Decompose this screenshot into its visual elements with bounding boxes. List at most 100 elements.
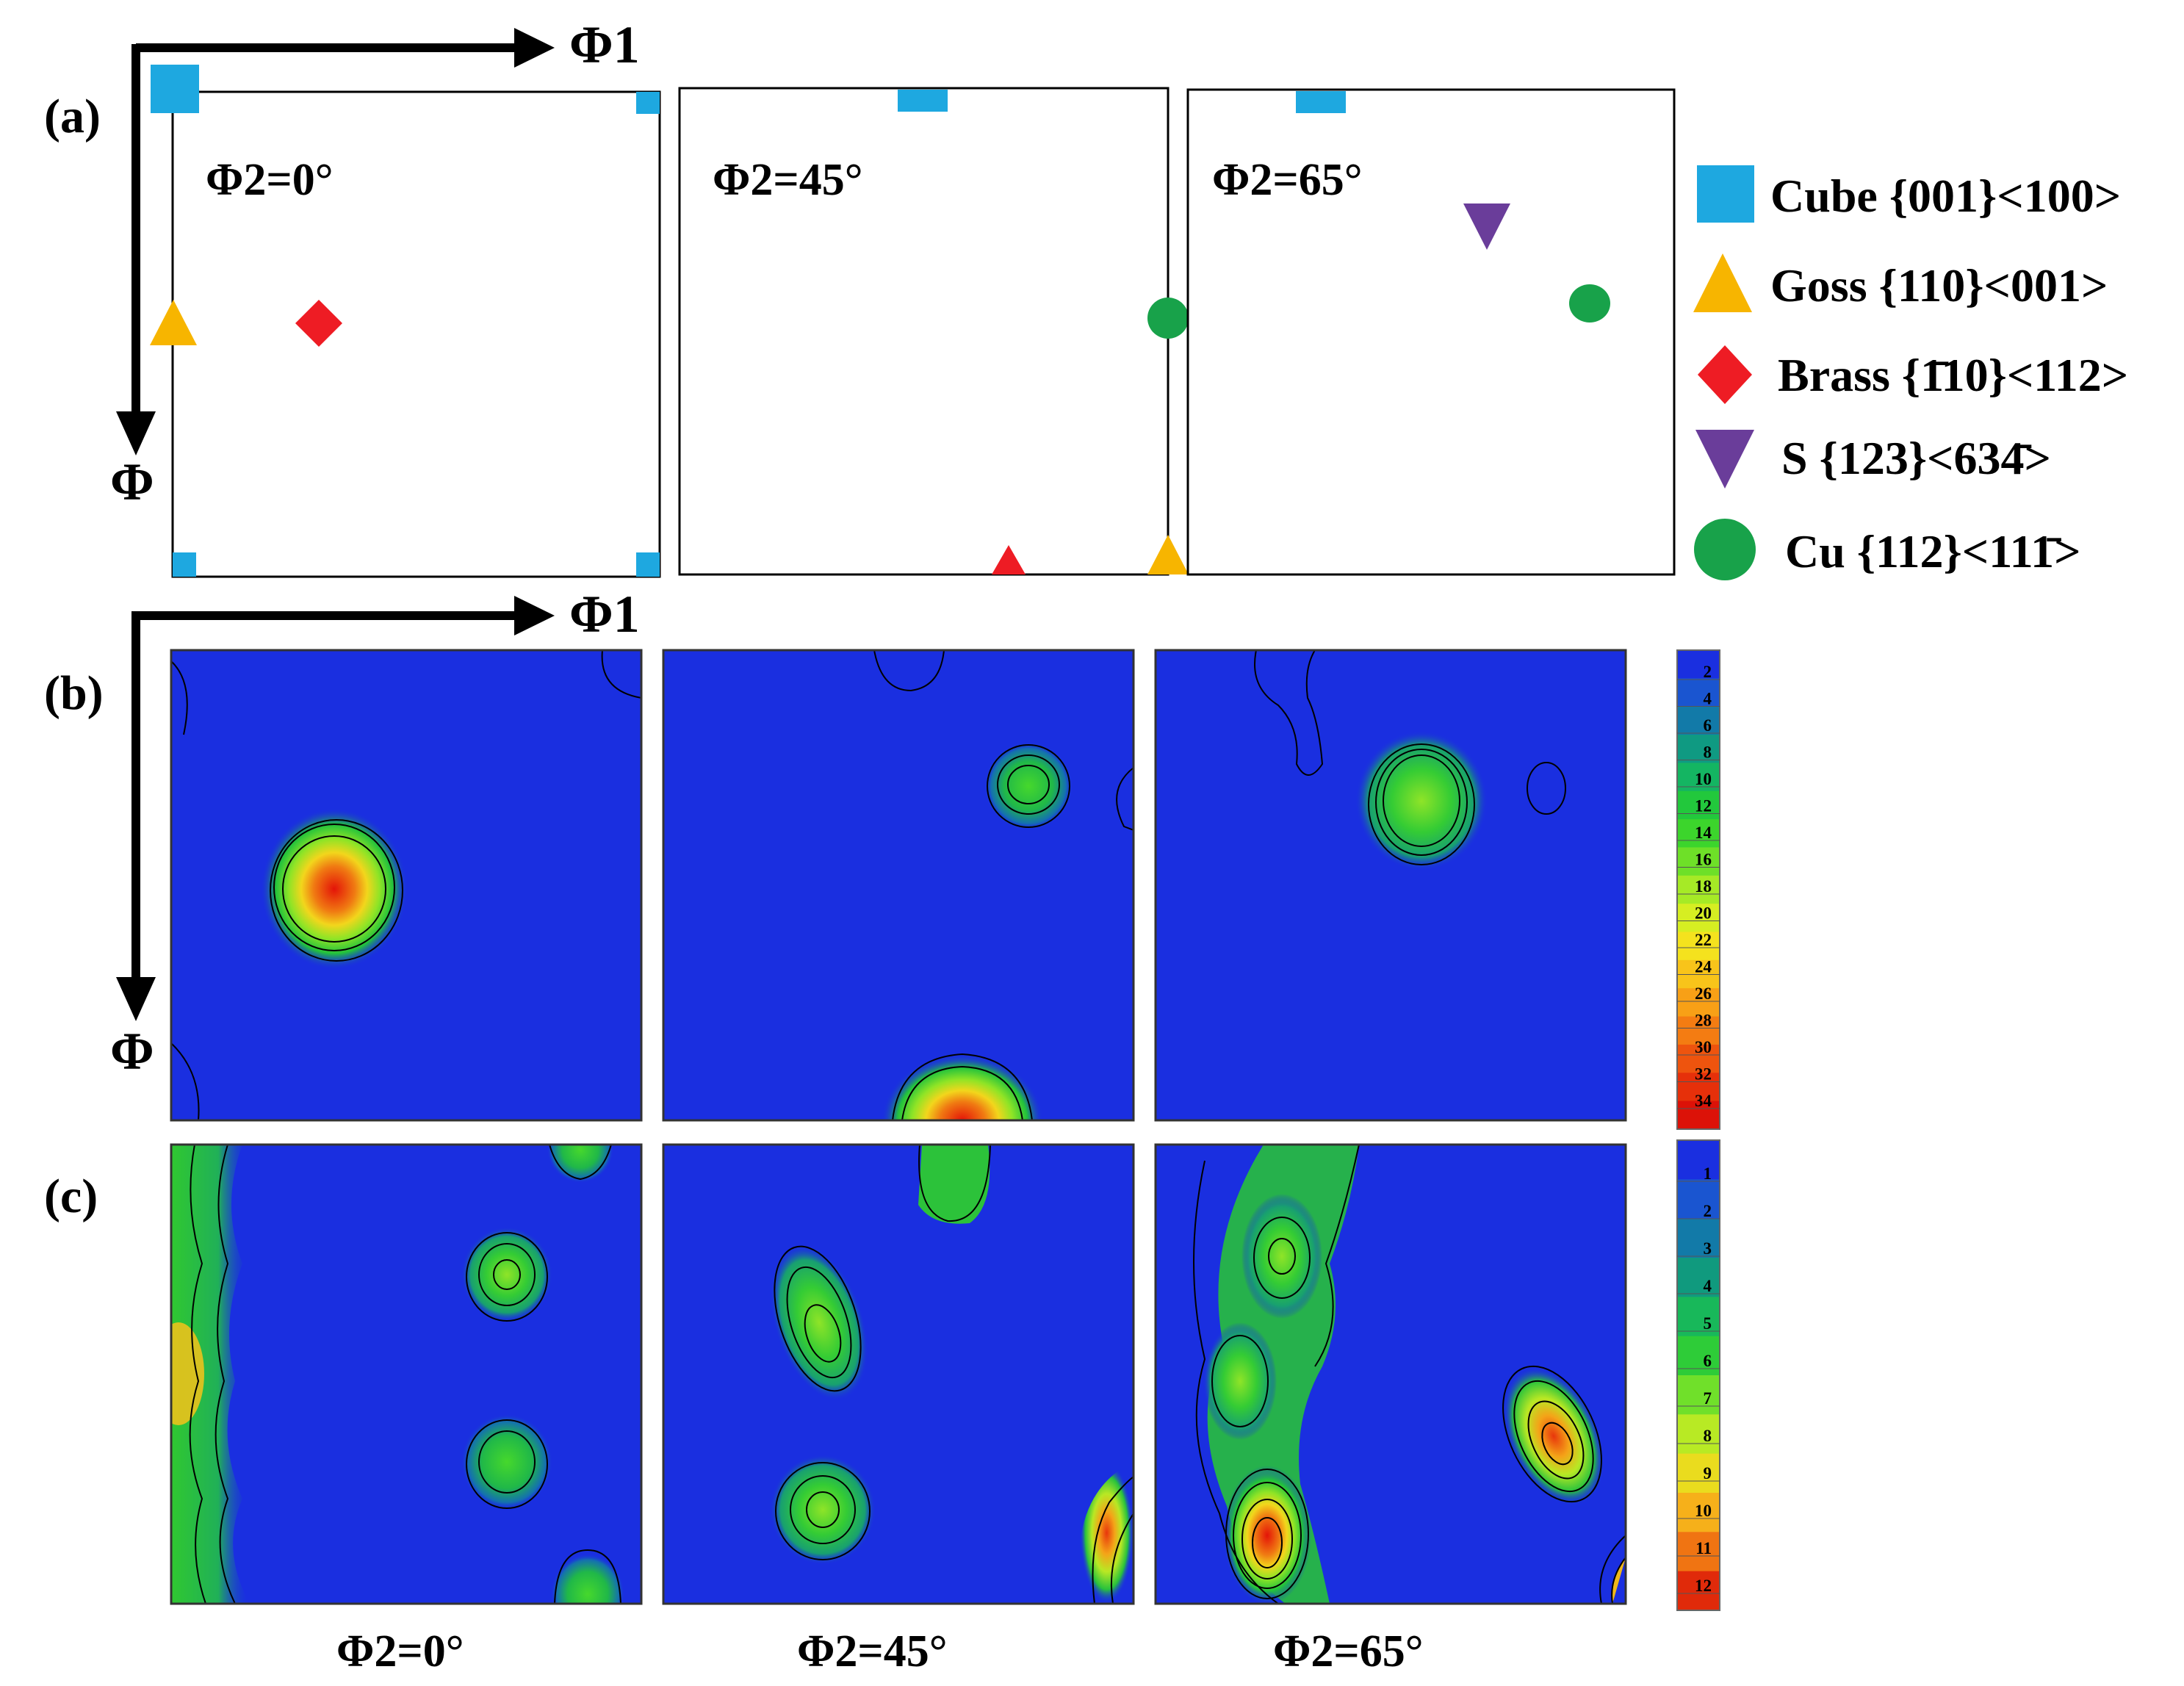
legend-name: Cube bbox=[1770, 170, 1878, 222]
colorbar-tick-label: 22 bbox=[1695, 931, 1712, 949]
ideal-section-phi2-65: Φ2=65° bbox=[1186, 88, 1676, 576]
cube-marker bbox=[636, 92, 660, 114]
phi1-axis-label-a: Φ1 bbox=[569, 15, 640, 74]
cube-marker bbox=[1296, 91, 1346, 113]
colorbar-swatch bbox=[1677, 847, 1720, 876]
brass-marker bbox=[992, 545, 1026, 574]
axis-arrows-b: Φ1 Φ bbox=[110, 585, 640, 1081]
ideal-section-phi2-0: Φ2=0° bbox=[150, 65, 661, 578]
phi-arrowhead-b bbox=[116, 977, 156, 1021]
legend-item-s: S {123}<634̄> bbox=[1695, 430, 2051, 489]
colorbar-tick-label: 16 bbox=[1695, 851, 1712, 869]
svg-text:Brass {1̄10}<112>: Brass {1̄10}<112> bbox=[1778, 349, 2128, 401]
legend-index: {001}<100> bbox=[1889, 170, 2121, 222]
phi1-arrowhead-b bbox=[514, 596, 555, 635]
colorbar-swatch bbox=[1677, 988, 1720, 1017]
section-label-a3: Φ2=65° bbox=[1212, 155, 1363, 205]
colorbar-tick-label: 28 bbox=[1695, 1012, 1712, 1030]
colorbar-tick-label: 1 bbox=[1704, 1164, 1712, 1183]
cube-marker bbox=[636, 552, 660, 577]
s-legend-icon bbox=[1695, 430, 1754, 489]
colorbar-tick-label: 9 bbox=[1704, 1464, 1712, 1483]
colorbar-tick-label: 3 bbox=[1704, 1239, 1712, 1258]
colorbar-tick-label: 4 bbox=[1704, 690, 1712, 708]
svg-text:Cu {112}<111̄>: Cu {112}<111̄> bbox=[1785, 525, 2081, 577]
colorbar-tick-label: 26 bbox=[1695, 984, 1712, 1003]
phi-axis-label-b: Φ bbox=[110, 1022, 154, 1081]
colorbar-tick-label: 12 bbox=[1695, 1577, 1712, 1595]
colorbar-swatch bbox=[1677, 790, 1720, 820]
section-label-bottom-2: Φ2=45° bbox=[797, 1626, 948, 1676]
s-marker bbox=[1463, 203, 1510, 250]
legend: Cube {001}<100> Goss {110}<001> Brass {1… bbox=[1693, 165, 2128, 580]
colorbar-tick-label: 4 bbox=[1704, 1277, 1712, 1295]
colorbar-tick-label: 2 bbox=[1704, 1202, 1712, 1220]
legend-index: {112}<111̄> bbox=[1857, 525, 2081, 577]
colorbar-swatch bbox=[1677, 1044, 1720, 1073]
legend-name: Cu bbox=[1785, 525, 1845, 577]
svg-text:Cube {001}<100>: Cube {001}<100> bbox=[1770, 170, 2121, 222]
colorbar-swatch bbox=[1677, 1375, 1720, 1415]
goss-legend-icon bbox=[1693, 253, 1752, 312]
colorbar-swatch bbox=[1677, 1258, 1720, 1297]
colorbar-tick-label: 10 bbox=[1695, 770, 1712, 788]
colorbar-tick-label: 2 bbox=[1704, 663, 1712, 681]
legend-item-brass: Brass {1̄10}<112> bbox=[1698, 345, 2128, 404]
section-label-bottom-3: Φ2=65° bbox=[1273, 1626, 1424, 1676]
colorbar-swatch bbox=[1677, 1179, 1720, 1220]
colorbar-swatch bbox=[1677, 735, 1720, 764]
colorbar-swatch bbox=[1677, 1571, 1720, 1611]
legend-name: S bbox=[1781, 432, 1808, 484]
colorbar-swatch bbox=[1677, 1100, 1720, 1130]
colorbar-tick-label: 10 bbox=[1695, 1502, 1712, 1520]
colorbar-swatch bbox=[1677, 1532, 1720, 1572]
axis-arrows-a: Φ1 Φ bbox=[110, 15, 640, 511]
colorbar-tick-label: 18 bbox=[1695, 877, 1712, 896]
cube-marker bbox=[898, 90, 948, 112]
legend-index: {1̄10}<112> bbox=[1902, 349, 2128, 401]
odf-map-c-phi2-45 bbox=[662, 1143, 1135, 1605]
section-label-bottom-1: Φ2=0° bbox=[336, 1626, 464, 1676]
cu-legend-icon bbox=[1694, 519, 1756, 580]
cu-marker bbox=[1569, 284, 1610, 323]
panel-label-a: (a) bbox=[44, 90, 101, 143]
colorbar-swatch bbox=[1677, 875, 1720, 904]
goss-marker bbox=[1147, 535, 1189, 574]
cube-legend-icon bbox=[1697, 165, 1754, 223]
colorbar-tick-label: 30 bbox=[1695, 1038, 1712, 1056]
cube-marker bbox=[173, 552, 196, 577]
colorbar-tick-label: 6 bbox=[1704, 1352, 1712, 1370]
colorbar-tick-label: 8 bbox=[1704, 1427, 1712, 1445]
colorbar-swatch bbox=[1677, 1140, 1720, 1180]
colorbar-swatch bbox=[1677, 650, 1720, 679]
cu-marker bbox=[1147, 298, 1189, 339]
colorbar-tick-label: 5 bbox=[1704, 1314, 1712, 1333]
colorbar-swatch bbox=[1677, 1297, 1720, 1337]
colorbar-swatch bbox=[1677, 1493, 1720, 1532]
colorbar-swatch bbox=[1677, 932, 1720, 961]
legend-item-cube: Cube {001}<100> bbox=[1697, 165, 2121, 223]
colorbar-tick-label: 8 bbox=[1704, 743, 1712, 762]
colorbar-swatch bbox=[1677, 1453, 1720, 1494]
odf-map-b-phi2-0 bbox=[170, 649, 643, 1122]
colorbar-tick-label: 14 bbox=[1695, 824, 1712, 842]
ideal-section-phi2-45: Φ2=45° bbox=[678, 87, 1189, 576]
svg-text:Goss {110}<001>: Goss {110}<001> bbox=[1770, 259, 2108, 311]
colorbar-swatch bbox=[1677, 706, 1720, 735]
odf-map-b-phi2-65 bbox=[1154, 649, 1627, 1122]
legend-name: Brass bbox=[1778, 349, 1890, 401]
svg-text:S {123}<634̄>: S {123}<634̄> bbox=[1781, 432, 2051, 484]
colorbar-swatch bbox=[1677, 1414, 1720, 1455]
colorbar-tick-label: 24 bbox=[1695, 958, 1712, 976]
phi1-arrowhead-a bbox=[514, 28, 555, 68]
phi-arrowhead-a bbox=[116, 411, 156, 455]
phi-axis-label-a: Φ bbox=[110, 453, 154, 511]
colorbar-tick-label: 32 bbox=[1695, 1065, 1712, 1084]
colorbar-tick-label: 7 bbox=[1704, 1389, 1712, 1408]
colorbar-swatch bbox=[1677, 678, 1720, 707]
colorbar-tick-label: 11 bbox=[1695, 1539, 1712, 1557]
colorbar-swatch bbox=[1677, 1218, 1720, 1258]
colorbar-swatch bbox=[1677, 819, 1720, 849]
